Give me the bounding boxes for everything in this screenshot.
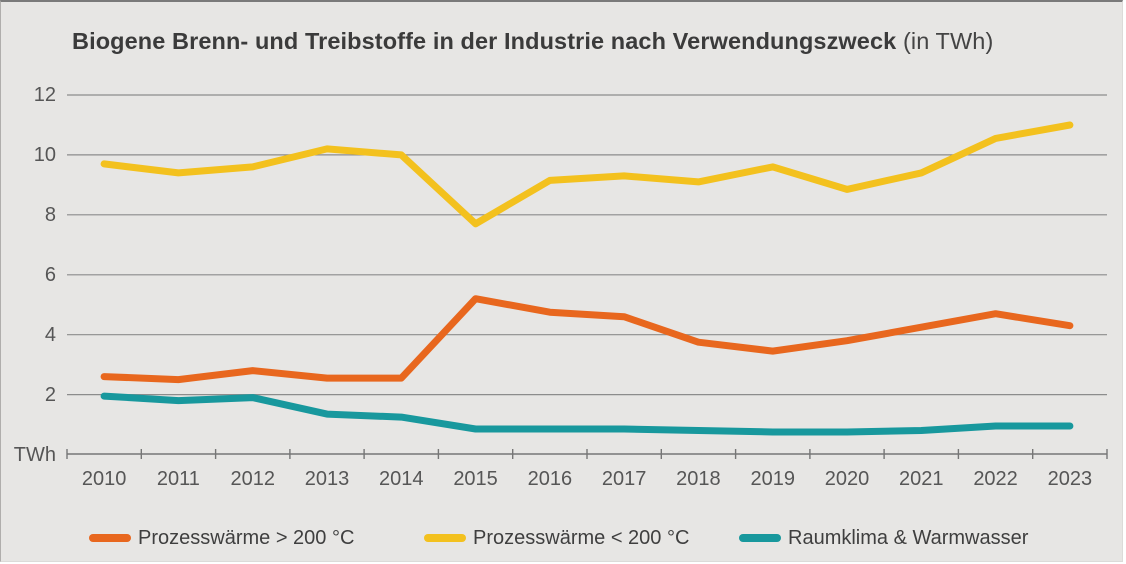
y-axis-label: 10 (33, 143, 56, 166)
y-axis-label: 8 (44, 203, 56, 226)
x-axis-label: 2016 (527, 468, 573, 490)
x-axis-label: 2022 (973, 468, 1018, 490)
chart-title-main: Biogene Brenn- und Treibstoffe in der In… (72, 28, 897, 54)
chart-title: Biogene Brenn- und Treibstoffe in der In… (72, 28, 1112, 55)
legend-item: Prozesswärme < 200 °C (424, 527, 689, 549)
legend-label: Prozesswärme > 200 °C (138, 526, 355, 549)
legend-item: Raumklima & Warmwasser (739, 527, 1028, 549)
legend-swatch-icon (89, 534, 131, 542)
series-line (100, 392, 1074, 436)
x-axis-label: 2021 (899, 468, 944, 490)
legend-swatch-icon (424, 534, 466, 542)
x-axis-label: 2019 (750, 468, 795, 490)
series-line (100, 121, 1074, 228)
legend-swatch-icon (739, 534, 781, 542)
y-axis-unit-label: TWh (13, 443, 56, 466)
legend-label: Raumklima & Warmwasser (788, 526, 1029, 549)
x-axis-label: 2011 (156, 468, 200, 490)
x-axis-label: 2013 (304, 468, 350, 490)
x-axis-label: 2015 (453, 468, 498, 490)
series-line (100, 295, 1074, 384)
x-axis-label: 2018 (676, 468, 721, 490)
y-axis-label: 12 (33, 84, 56, 106)
x-axis-label: 2020 (824, 468, 870, 490)
y-axis-label: 4 (44, 323, 56, 346)
x-axis-label: 2014 (379, 468, 424, 490)
x-axis-label: 2012 (230, 468, 275, 490)
chart-title-unit: (in TWh) (896, 28, 994, 54)
legend-label: Prozesswärme < 200 °C (473, 526, 690, 549)
x-axis-label: 2017 (601, 468, 647, 490)
y-axis-label: 2 (44, 383, 56, 406)
legend-item: Prozesswärme > 200 °C (89, 527, 354, 549)
y-axis-label: 6 (44, 263, 56, 286)
x-axis-label: 2010 (81, 468, 127, 490)
x-axis-label: 2023 (1047, 468, 1093, 490)
